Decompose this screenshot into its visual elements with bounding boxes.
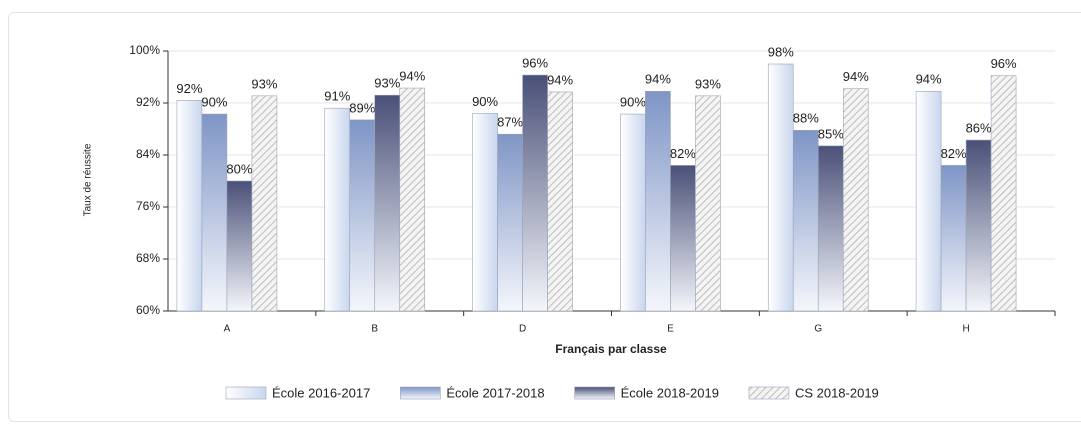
value-label: 93% <box>374 76 400 91</box>
x-tick-label: A <box>224 324 231 335</box>
value-label: 80% <box>226 161 252 176</box>
legend-label: CS 2018-2019 <box>795 385 879 400</box>
bar <box>670 165 696 312</box>
bar <box>497 133 523 312</box>
value-label: 94% <box>547 72 573 87</box>
value-label: 90% <box>620 94 646 109</box>
bar <box>965 139 992 312</box>
legend-label: École 2016-2017 <box>272 385 370 400</box>
value-label: 93% <box>695 76 721 91</box>
x-tick-label: E <box>667 324 674 335</box>
bar <box>226 180 253 312</box>
bar <box>940 165 967 312</box>
value-label: 94% <box>645 72 671 87</box>
bar <box>817 145 844 312</box>
legend-swatch <box>400 386 441 400</box>
y-tick-label: 92% <box>136 95 160 109</box>
bar <box>522 74 548 312</box>
value-label: 94% <box>916 72 942 87</box>
x-tick-label: H <box>962 324 969 335</box>
value-label: 87% <box>497 115 523 130</box>
bar <box>399 87 426 312</box>
value-label: 94% <box>399 68 425 83</box>
x-tick-label: B <box>371 324 378 335</box>
value-label: 90% <box>201 94 227 109</box>
card <box>8 12 1081 422</box>
legend-swatch <box>748 386 790 400</box>
y-tick-label: 68% <box>136 251 160 265</box>
value-label: 91% <box>324 89 350 104</box>
bar <box>324 107 351 312</box>
bar <box>620 113 646 312</box>
bar <box>842 88 869 312</box>
bar <box>374 94 401 312</box>
bar <box>695 95 721 312</box>
bar <box>176 100 203 312</box>
bar <box>990 75 1017 312</box>
legend-swatch <box>225 386 267 400</box>
value-label: 86% <box>966 120 992 135</box>
value-label: 85% <box>818 126 844 141</box>
value-label: 98% <box>768 44 794 59</box>
bar <box>645 91 671 312</box>
value-label: 82% <box>670 146 696 161</box>
y-tick-label: 76% <box>136 199 160 213</box>
legend-label: École 2017-2018 <box>446 385 544 400</box>
value-label: 92% <box>176 81 202 96</box>
value-label: 90% <box>472 94 498 109</box>
y-tick-label: 60% <box>136 303 160 317</box>
bar <box>251 95 278 312</box>
bar <box>915 91 942 312</box>
bar <box>792 130 819 312</box>
value-label: 89% <box>349 100 375 115</box>
value-label: 93% <box>251 76 277 91</box>
value-label: 94% <box>843 69 869 84</box>
x-tick-label: G <box>814 324 822 335</box>
bar <box>201 113 228 312</box>
y-tick-label: 100% <box>129 43 160 57</box>
bar <box>767 63 794 312</box>
bar <box>547 91 573 312</box>
y-tick-label: 84% <box>136 147 160 161</box>
legend-swatch <box>574 386 615 400</box>
value-label: 96% <box>991 56 1017 71</box>
value-label: 96% <box>522 55 548 70</box>
x-tick-label: D <box>519 324 526 335</box>
y-axis-title: Taux de réussite <box>83 143 94 216</box>
legend-label: École 2018-2019 <box>621 385 719 400</box>
x-axis-title: Français par classe <box>555 342 667 356</box>
bar <box>349 119 376 312</box>
value-label: 88% <box>793 111 819 126</box>
value-label: 82% <box>941 146 967 161</box>
bar <box>472 113 498 312</box>
